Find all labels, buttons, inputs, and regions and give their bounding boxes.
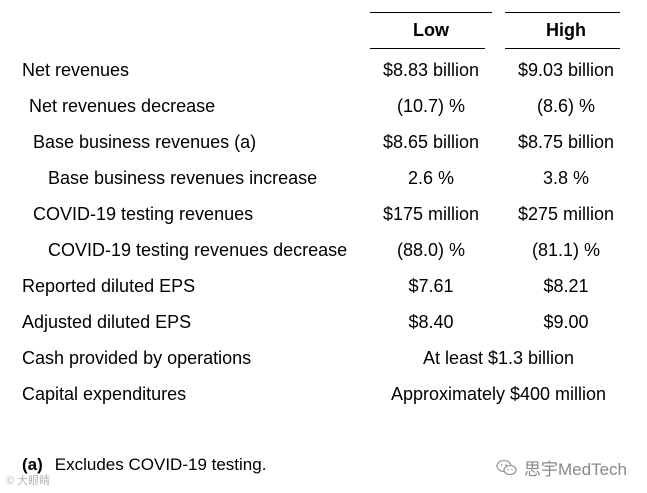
row-value-high: $8.75 billion [517, 132, 615, 152]
table-row: Capital expenditures Approximately $400 … [0, 382, 647, 418]
header-underline-high [505, 48, 620, 49]
row-value-high: $8.21 [543, 276, 589, 296]
header-top-rule-low [370, 12, 492, 13]
footnote: (a) Excludes COVID-19 testing. [22, 455, 266, 475]
footnote-mark: (a) [22, 455, 43, 474]
watermark-right-text: 思宇MedTech [524, 460, 627, 479]
row-value-low: $8.40 [408, 312, 454, 332]
row-value-low: $8.65 billion [382, 132, 480, 152]
row-value-high: (8.6) % [536, 96, 596, 116]
table-row: COVID-19 testing revenues $175 million $… [0, 202, 647, 238]
row-value-high: $275 million [517, 204, 615, 224]
row-label: Reported diluted EPS [22, 276, 196, 296]
row-value-high: (81.1) % [531, 240, 601, 260]
header-top-rule-high [505, 12, 620, 13]
row-value-low: $175 million [382, 204, 480, 224]
row-value-low: (88.0) % [396, 240, 466, 260]
footnote-text: Excludes COVID-19 testing. [54, 455, 267, 474]
table-row: COVID-19 testing revenues decrease (88.0… [0, 238, 647, 274]
table-row: Base business revenues (a) $8.65 billion… [0, 130, 647, 166]
row-value-high: 3.8 % [542, 168, 590, 188]
row-label: Cash provided by operations [22, 348, 252, 368]
wechat-icon [496, 459, 518, 477]
watermark-left: © 大眼睛 [6, 475, 51, 487]
table-row: Cash provided by operations At least $1.… [0, 346, 647, 382]
row-label: COVID-19 testing revenues decrease [48, 240, 348, 260]
row-label: Base business revenues increase [48, 168, 318, 188]
column-header-high: High [546, 20, 586, 40]
table-row: Net revenues $8.83 billion $9.03 billion [0, 58, 647, 94]
row-value-span: Approximately $400 million [390, 384, 607, 404]
header-underline-low [370, 48, 485, 49]
row-label: Base business revenues (a) [33, 132, 257, 152]
row-label: COVID-19 testing revenues [33, 204, 254, 224]
row-label: Adjusted diluted EPS [22, 312, 192, 332]
row-label: Net revenues [22, 60, 130, 80]
row-value-span: At least $1.3 billion [422, 348, 575, 368]
table-row: Base business revenues increase 2.6 % 3.… [0, 166, 647, 202]
row-value-low: $7.61 [408, 276, 454, 296]
row-value-low: (10.7) % [396, 96, 466, 116]
row-value-high: $9.03 billion [517, 60, 615, 80]
row-value-low: 2.6 % [407, 168, 455, 188]
column-header-low: Low [413, 20, 449, 40]
row-value-high: $9.00 [543, 312, 589, 332]
table-row: Adjusted diluted EPS $8.40 $9.00 [0, 310, 647, 346]
table-row: Reported diluted EPS $7.61 $8.21 [0, 274, 647, 310]
table-row: Net revenues decrease (10.7) % (8.6) % [0, 94, 647, 130]
row-value-low: $8.83 billion [382, 60, 480, 80]
row-label: Capital expenditures [22, 384, 187, 404]
row-label: Net revenues decrease [29, 96, 216, 116]
watermark-right: 思宇MedTech [496, 455, 627, 480]
